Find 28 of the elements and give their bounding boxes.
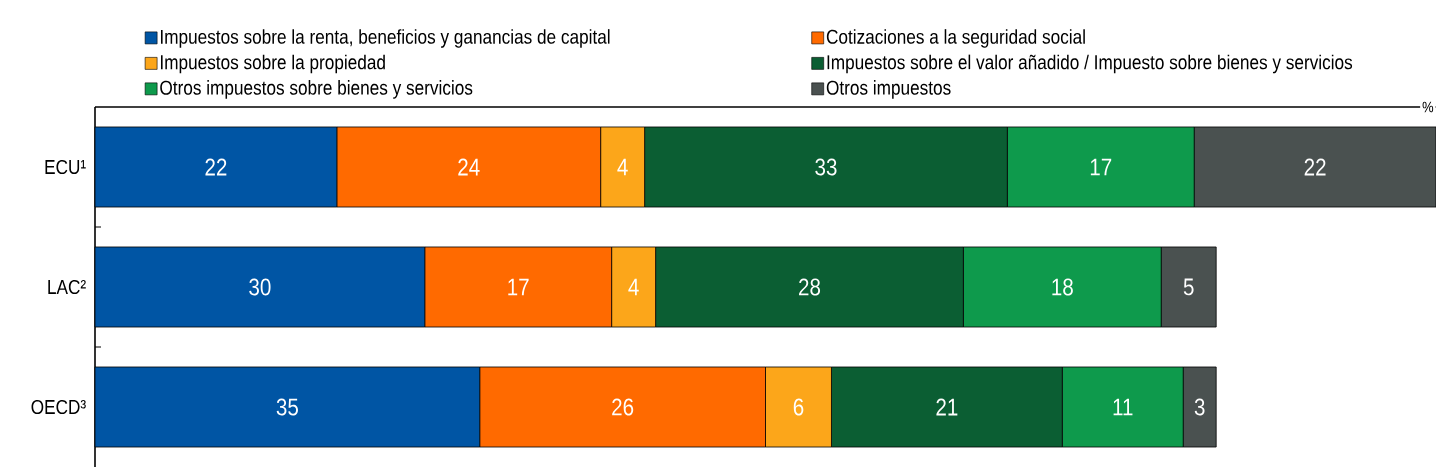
- data-label: 33: [815, 158, 837, 176]
- data-label: 35: [276, 398, 298, 416]
- data-label: 4: [628, 278, 639, 296]
- data-label: 18: [1052, 278, 1073, 296]
- data-label: 24: [458, 158, 480, 176]
- legend-label: Impuestos sobre la propiedad: [161, 54, 385, 74]
- data-label: 17: [508, 278, 529, 296]
- data-label: 22: [205, 158, 227, 176]
- data-label: 11: [1113, 398, 1133, 416]
- data-label: 4: [617, 158, 628, 176]
- y-tick-label: LAC²: [48, 279, 86, 295]
- data-label: 22: [1304, 158, 1326, 176]
- data-label: 21: [936, 398, 958, 416]
- data-label: 17: [1090, 158, 1112, 176]
- data-label: 3: [1194, 398, 1205, 416]
- data-label: 30: [249, 278, 271, 296]
- data-label: 28: [799, 278, 821, 296]
- data-label: 5: [1183, 278, 1194, 296]
- y-tick-label: OECD³: [31, 399, 86, 415]
- data-label: 26: [612, 398, 634, 416]
- legend-label: Otros impuestos sobre bienes y servicios: [160, 80, 473, 99]
- legend-label: Impuestos sobre la renta, beneficios y ganancias de capital: [161, 29, 610, 48]
- legend-label: Otros impuestos: [826, 80, 951, 99]
- legend-label: Cotizaciones a la seguridad social: [826, 29, 1085, 48]
- y-tick-label: ECU¹: [45, 159, 86, 175]
- legend-label: Impuestos sobre el valor añadido / Impuesto sobre bienes y servicios: [827, 54, 1353, 74]
- x-axis-title: %: [1422, 101, 1434, 113]
- data-label: 6: [793, 398, 804, 416]
